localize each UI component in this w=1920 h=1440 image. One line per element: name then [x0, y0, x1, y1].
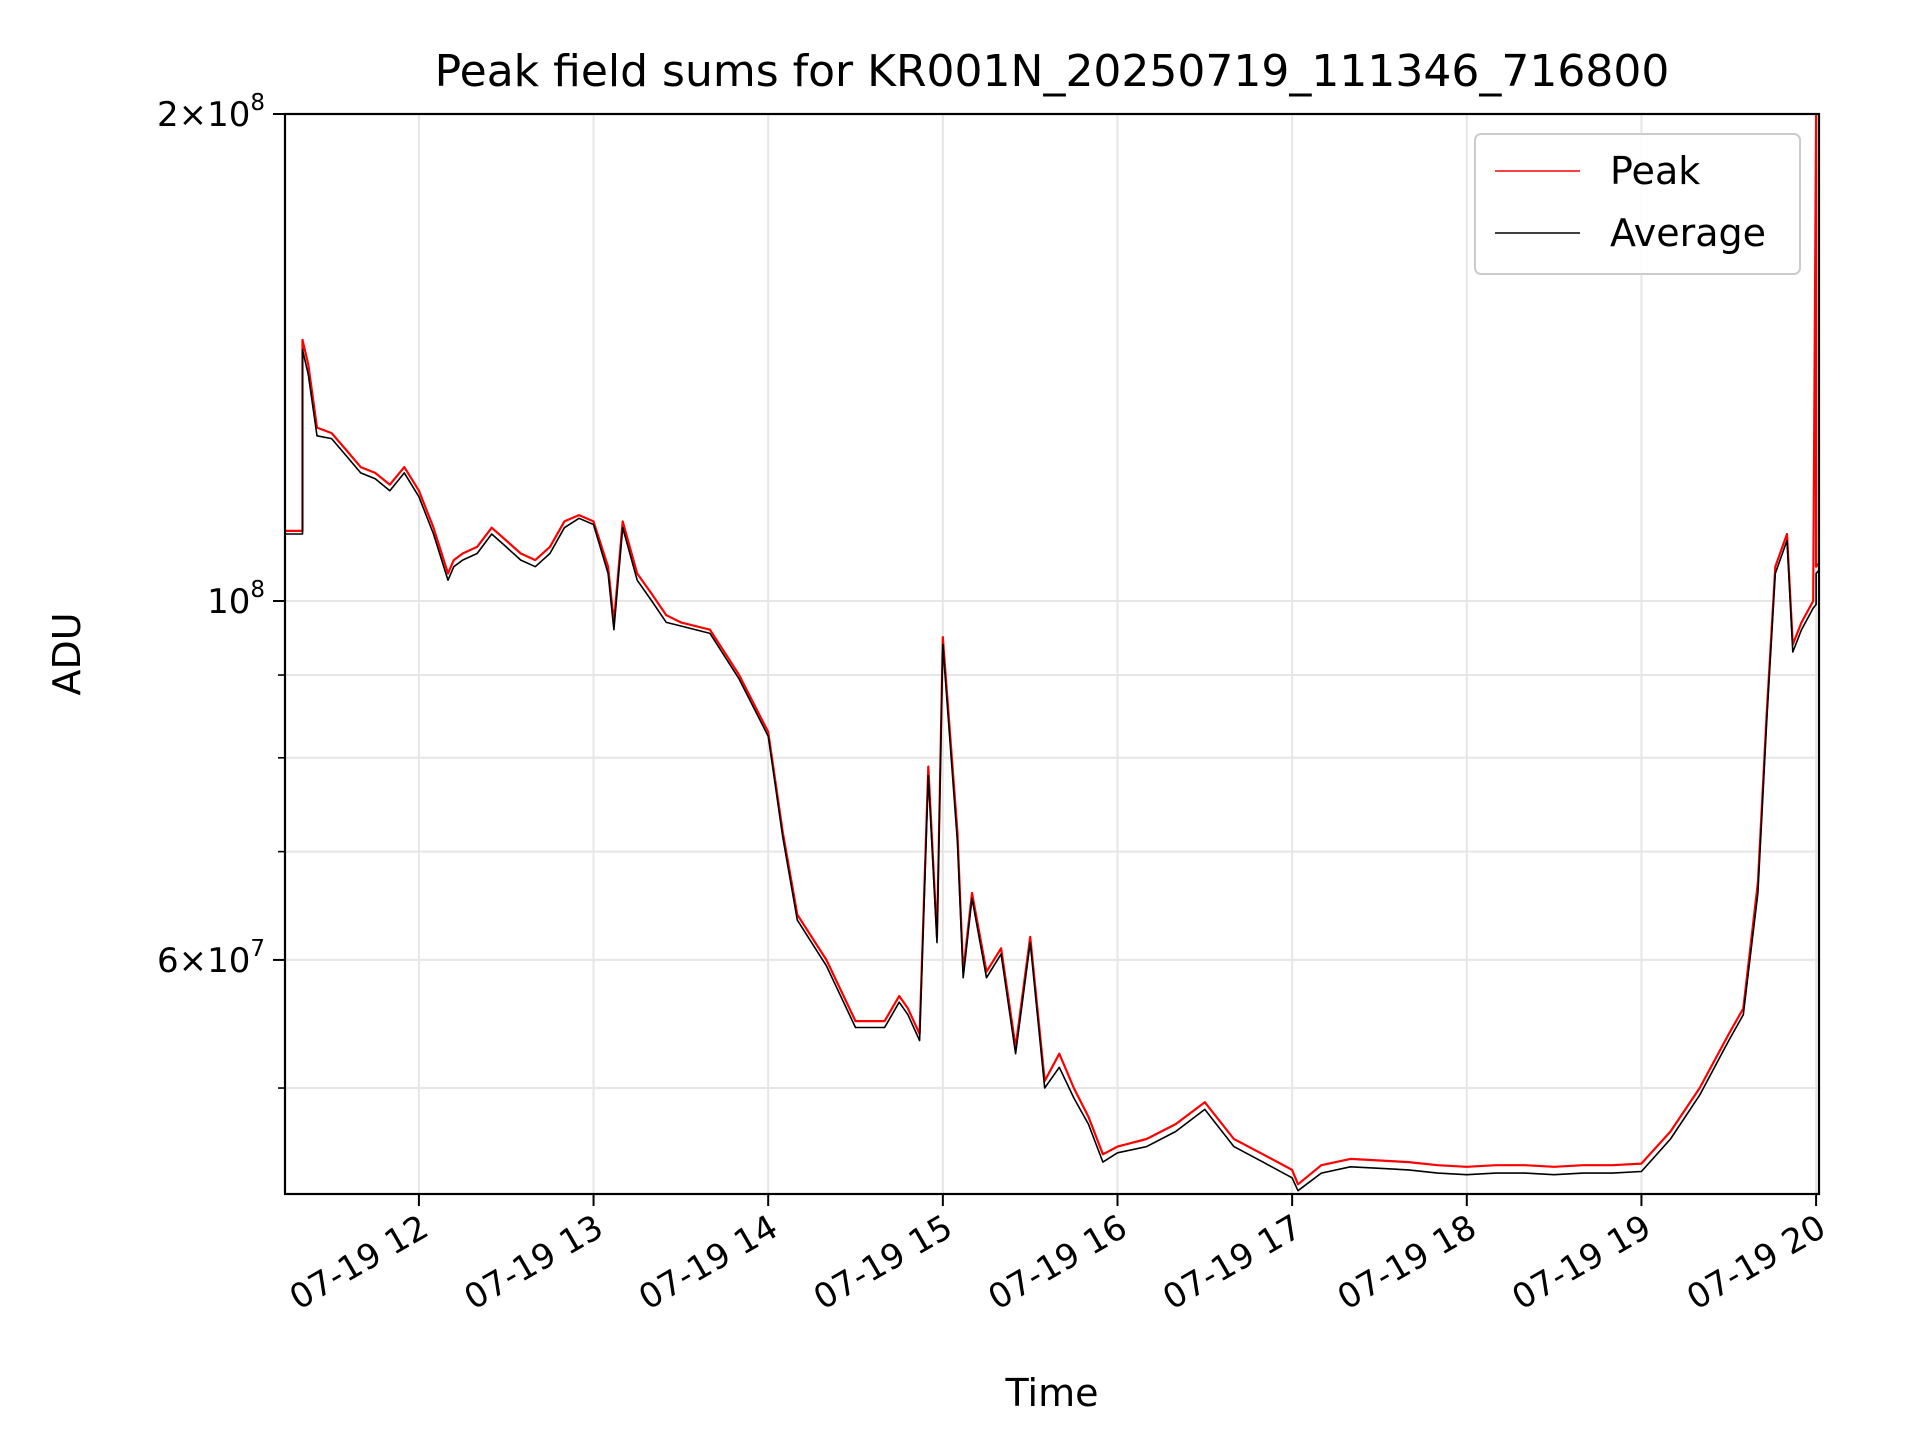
plot-lines	[285, 114, 1819, 1192]
y-tick-label: 2×108	[157, 90, 265, 135]
y-tick-label: 6×107	[157, 936, 265, 981]
plot-frame	[283, 112, 1821, 1196]
y-tick-label: 108	[207, 577, 265, 622]
legend-label-peak: Peak	[1610, 149, 1700, 193]
y-axis-label: ADU	[45, 612, 89, 695]
series-line-average	[285, 348, 1819, 1192]
legend-box	[1474, 133, 1801, 275]
y-axis: 6×107 108 2×108	[157, 90, 285, 1089]
chart-title: Peak field sums for KR001N_20250719_1113…	[435, 46, 1670, 97]
legend: Peak Average	[1474, 133, 1801, 275]
legend-label-average: Average	[1610, 211, 1766, 255]
x-axis-label: Time	[1005, 1371, 1099, 1415]
